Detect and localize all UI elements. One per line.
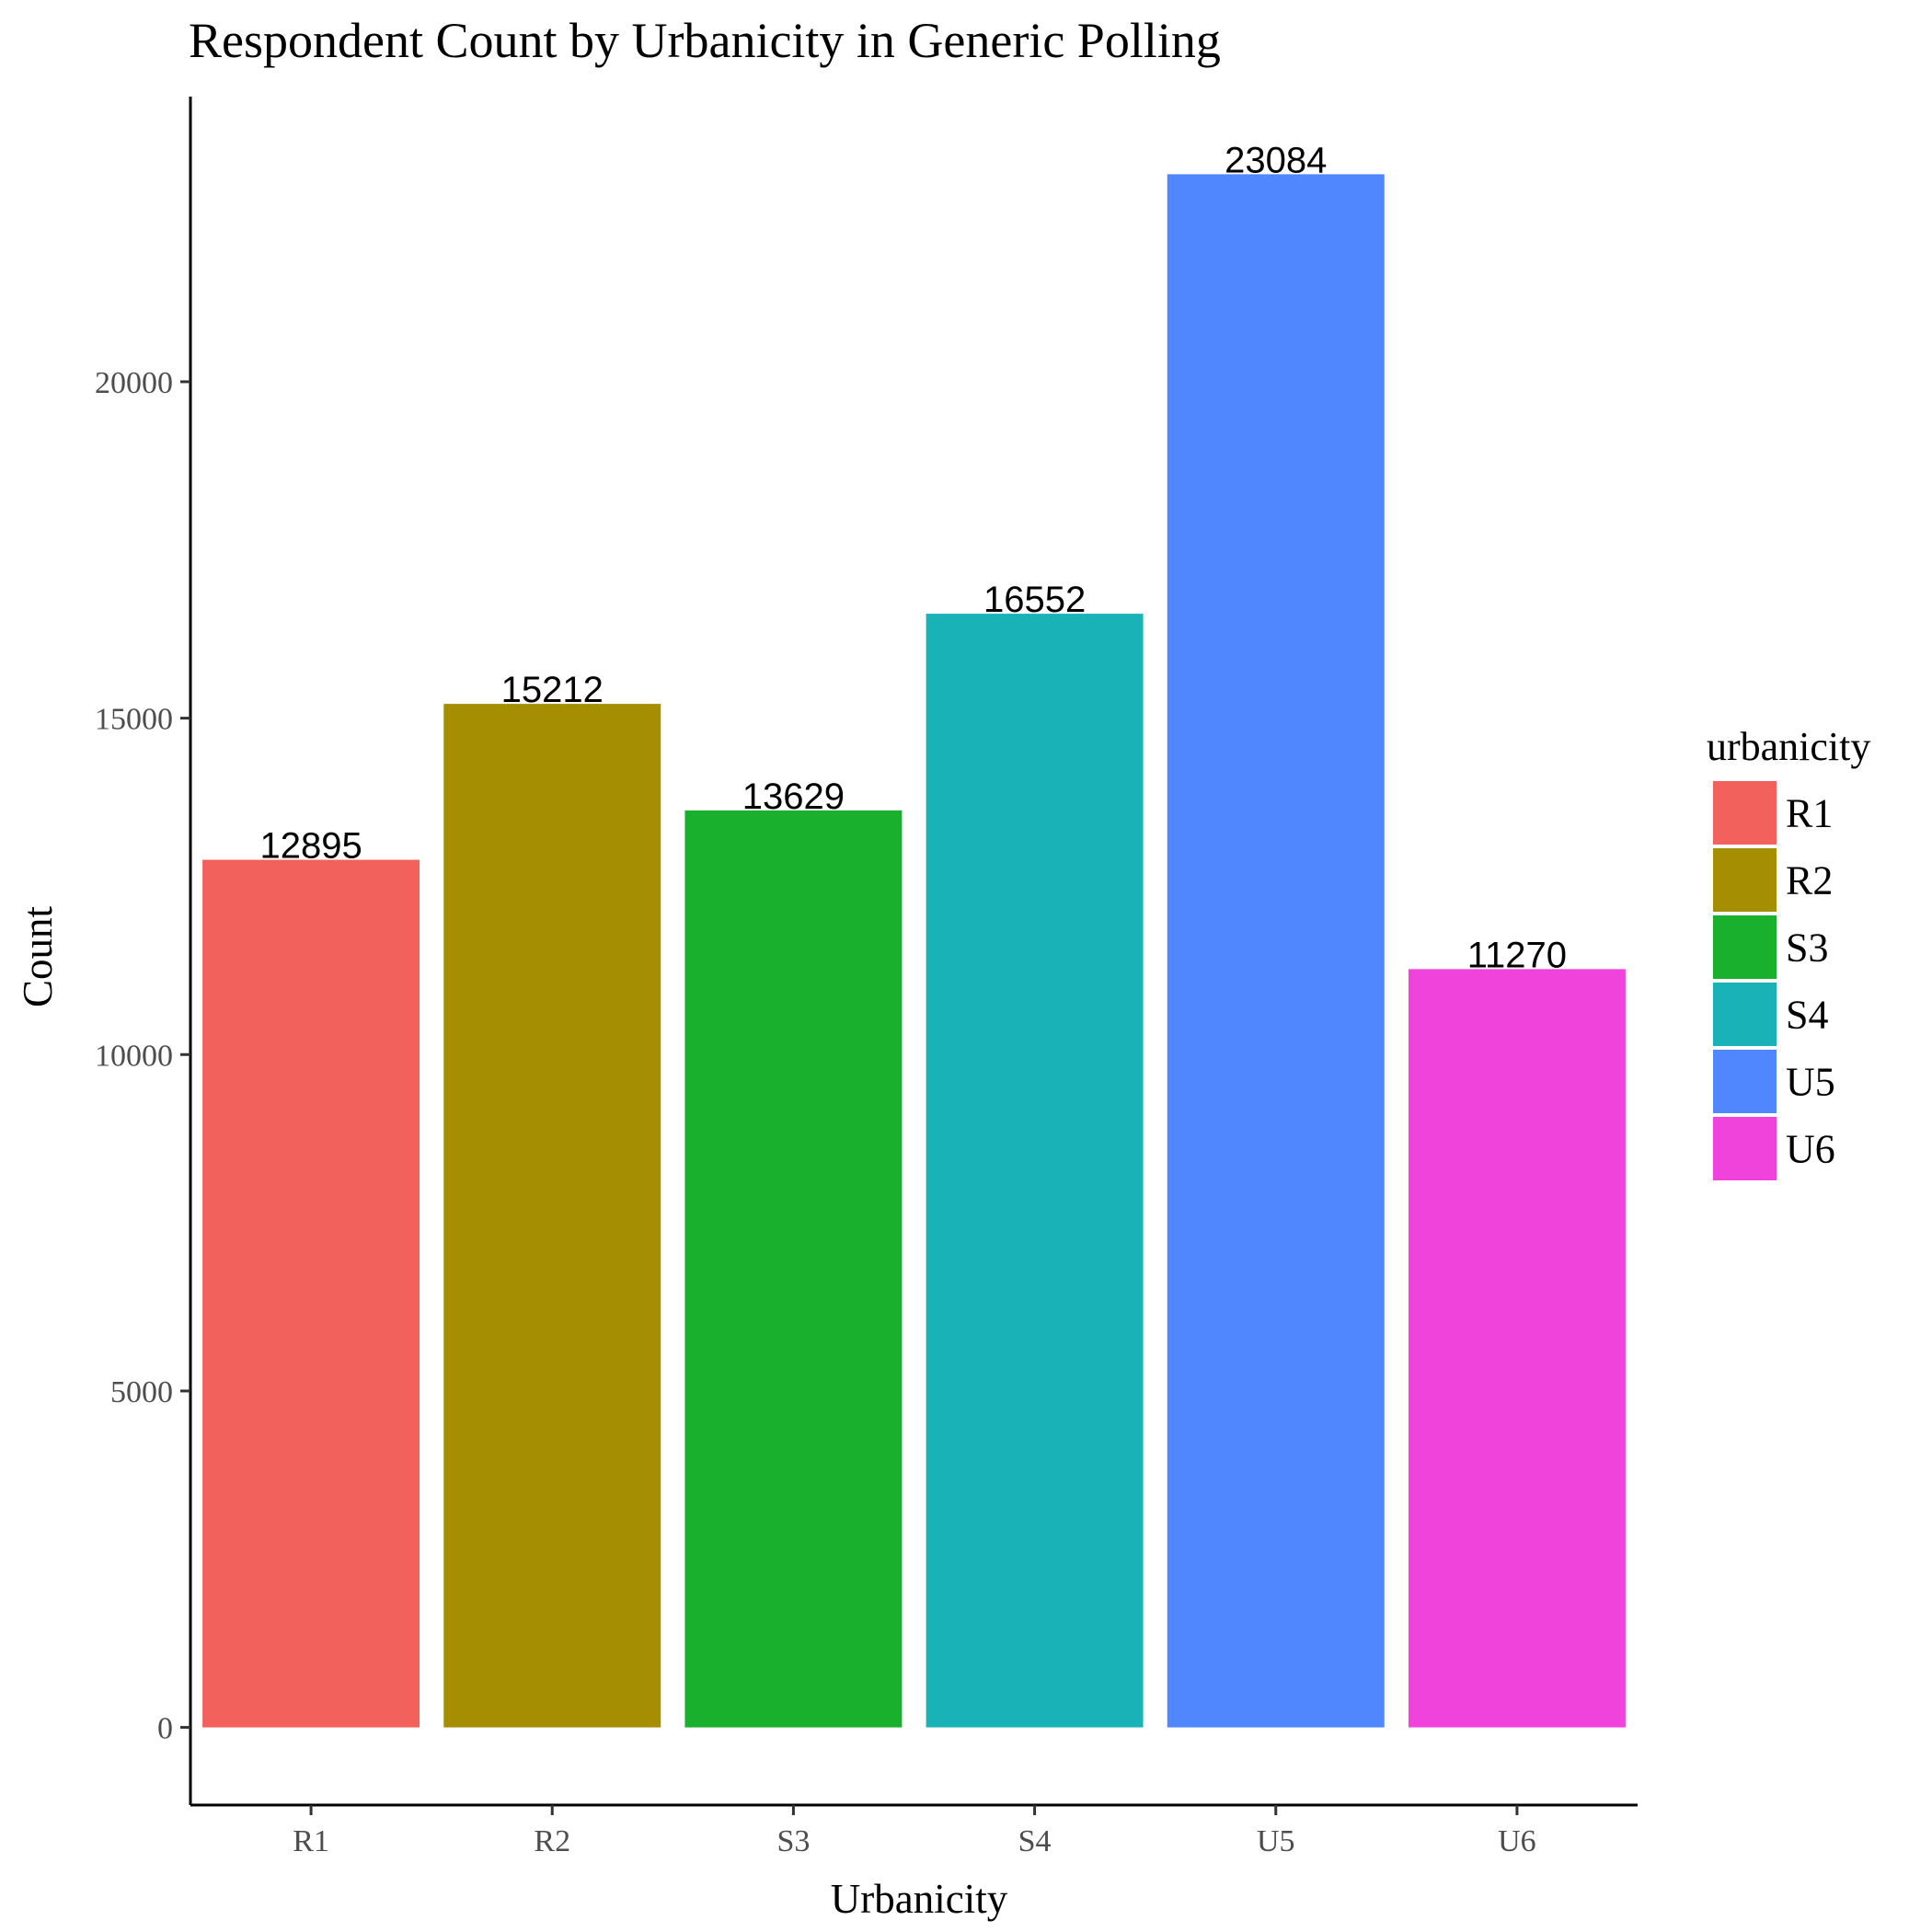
y-axis-title: Count <box>15 906 61 1008</box>
bar-r2 <box>443 704 661 1728</box>
legend-key-u6 <box>1713 1117 1777 1180</box>
y-tick-label: 15000 <box>95 703 173 737</box>
legend-label-s3: S3 <box>1786 926 1828 971</box>
data-label-r2: 15212 <box>501 670 604 710</box>
data-label-u6: 11270 <box>1467 935 1567 975</box>
x-tick-label: U6 <box>1498 1824 1536 1858</box>
data-label-s4: 16552 <box>983 580 1086 620</box>
legend-label-u5: U5 <box>1786 1060 1835 1105</box>
legend-label-s4: S4 <box>1786 993 1828 1038</box>
x-tick-label: U5 <box>1257 1824 1295 1858</box>
data-label-u5: 23084 <box>1225 140 1327 180</box>
x-tick-label: R1 <box>293 1824 329 1858</box>
y-tick-label: 0 <box>157 1712 173 1746</box>
y-tick-label: 5000 <box>110 1375 173 1409</box>
legend-key-s4 <box>1713 983 1777 1046</box>
legend-label-r2: R2 <box>1786 858 1833 903</box>
legend-label-r1: R1 <box>1786 791 1833 836</box>
legend-key-r1 <box>1713 781 1777 845</box>
legend-title: urbanicity <box>1707 724 1870 769</box>
y-tick-label: 20000 <box>95 366 173 400</box>
bar-r1 <box>202 859 420 1728</box>
chart-title: Respondent Count by Urbanicity in Generi… <box>189 13 1221 68</box>
x-axis-title: Urbanicity <box>831 1876 1008 1922</box>
legend-key-s3 <box>1713 915 1777 979</box>
bar-u6 <box>1408 969 1626 1728</box>
legend-label-u6: U6 <box>1786 1127 1835 1172</box>
x-tick-label: S3 <box>776 1824 810 1858</box>
bar-s4 <box>926 614 1144 1728</box>
data-label-s3: 13629 <box>742 776 845 817</box>
bar-s3 <box>684 810 903 1728</box>
data-label-r1: 12895 <box>259 826 362 867</box>
x-tick-label: R2 <box>534 1824 570 1858</box>
bar-u5 <box>1167 174 1385 1728</box>
x-tick-label: S4 <box>1018 1824 1052 1858</box>
y-tick-label: 10000 <box>95 1039 173 1073</box>
plot-area: 12895 15212 13629 16552 23084 11270 0 5000 10000… <box>95 97 1638 1858</box>
legend-key-r2 <box>1713 848 1777 912</box>
legend: urbanicity R1 R2 S3 S4 U5 U6 <box>1707 724 1870 1180</box>
legend-key-u5 <box>1713 1050 1777 1113</box>
